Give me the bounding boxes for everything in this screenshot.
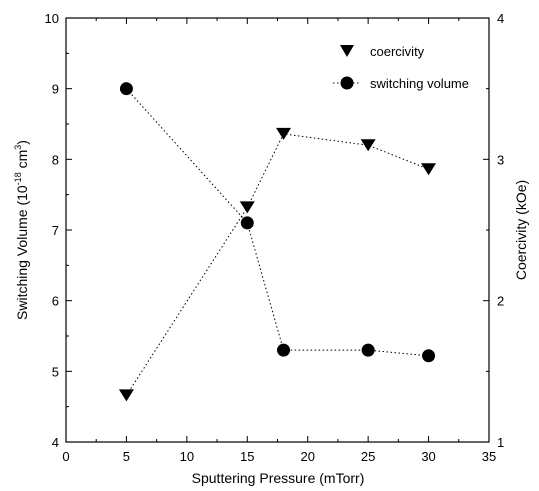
y-left-tick-label-10: 10 [45, 11, 59, 26]
y-left-tick-label-5: 5 [52, 364, 59, 379]
x-tick-label-5: 5 [123, 449, 130, 464]
series-markers [118, 82, 437, 402]
y-right-tick-label-4: 4 [497, 11, 504, 26]
x-tick-label-20: 20 [300, 449, 314, 464]
legend-switching-volume-label: switching volume [370, 76, 469, 91]
switching-volume-point [422, 349, 436, 363]
legend-coercivity-marker [340, 45, 354, 57]
switching-volume-point [240, 216, 254, 230]
legend: coercivity switching volume [333, 44, 469, 91]
y-left-tick-label-7: 7 [52, 223, 59, 238]
y-left-axis-label-unit: cm [14, 150, 30, 173]
x-tick-label-10: 10 [180, 449, 194, 464]
legend-coercivity-label: coercivity [370, 44, 425, 59]
legend-switching-volume-marker [340, 76, 354, 90]
coercivity-point [360, 139, 376, 152]
y-right-axis-label: Coercivity (kOe) [513, 180, 529, 280]
coercivity-point [239, 201, 255, 214]
y-left-axis-label-prefix: Switching Volume (10 [14, 185, 30, 320]
y-left-tick-label-8: 8 [52, 152, 59, 167]
x-tick-label-35: 35 [482, 449, 496, 464]
x-tick-label-30: 30 [421, 449, 435, 464]
x-tick-label-0: 0 [62, 449, 69, 464]
switching-volume-point [119, 82, 133, 96]
coercivity-point [276, 127, 292, 140]
coercivity-line [125, 133, 429, 396]
y-right-tick-label-2: 2 [497, 294, 504, 309]
coercivity-point [118, 389, 134, 402]
axes-ticks: 0 5 10 15 20 25 30 35 4 5 6 7 8 9 10 1 2 3 4 [45, 11, 505, 464]
y-left-tick-label-6: 6 [52, 294, 59, 309]
x-axis-label: Sputtering Pressure (mTorr) [192, 470, 365, 486]
x-tick-label-25: 25 [361, 449, 375, 464]
y-left-tick-label-9: 9 [52, 82, 59, 97]
y-left-axis-label-exponent: -18 [13, 172, 23, 185]
x-tick-label-15: 15 [240, 449, 254, 464]
coercivity-point [421, 163, 437, 176]
y-left-tick-label-4: 4 [52, 435, 59, 450]
y-right-tick-label-1: 1 [497, 435, 504, 450]
switching-volume-point [277, 343, 291, 357]
y-left-axis-label-suffix: ) [14, 140, 30, 145]
y-right-tick-label-3: 3 [497, 152, 504, 167]
switching-volume-point [361, 343, 375, 357]
y-left-axis-label: Switching Volume (10-18 cm3) [13, 140, 30, 320]
y-left-axis-label-unit-exponent: 3 [13, 145, 23, 150]
